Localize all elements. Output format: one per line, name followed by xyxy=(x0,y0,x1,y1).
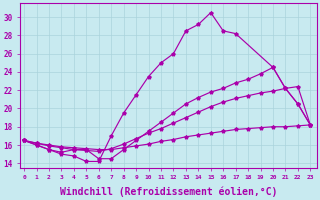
X-axis label: Windchill (Refroidissement éolien,°C): Windchill (Refroidissement éolien,°C) xyxy=(60,186,277,197)
